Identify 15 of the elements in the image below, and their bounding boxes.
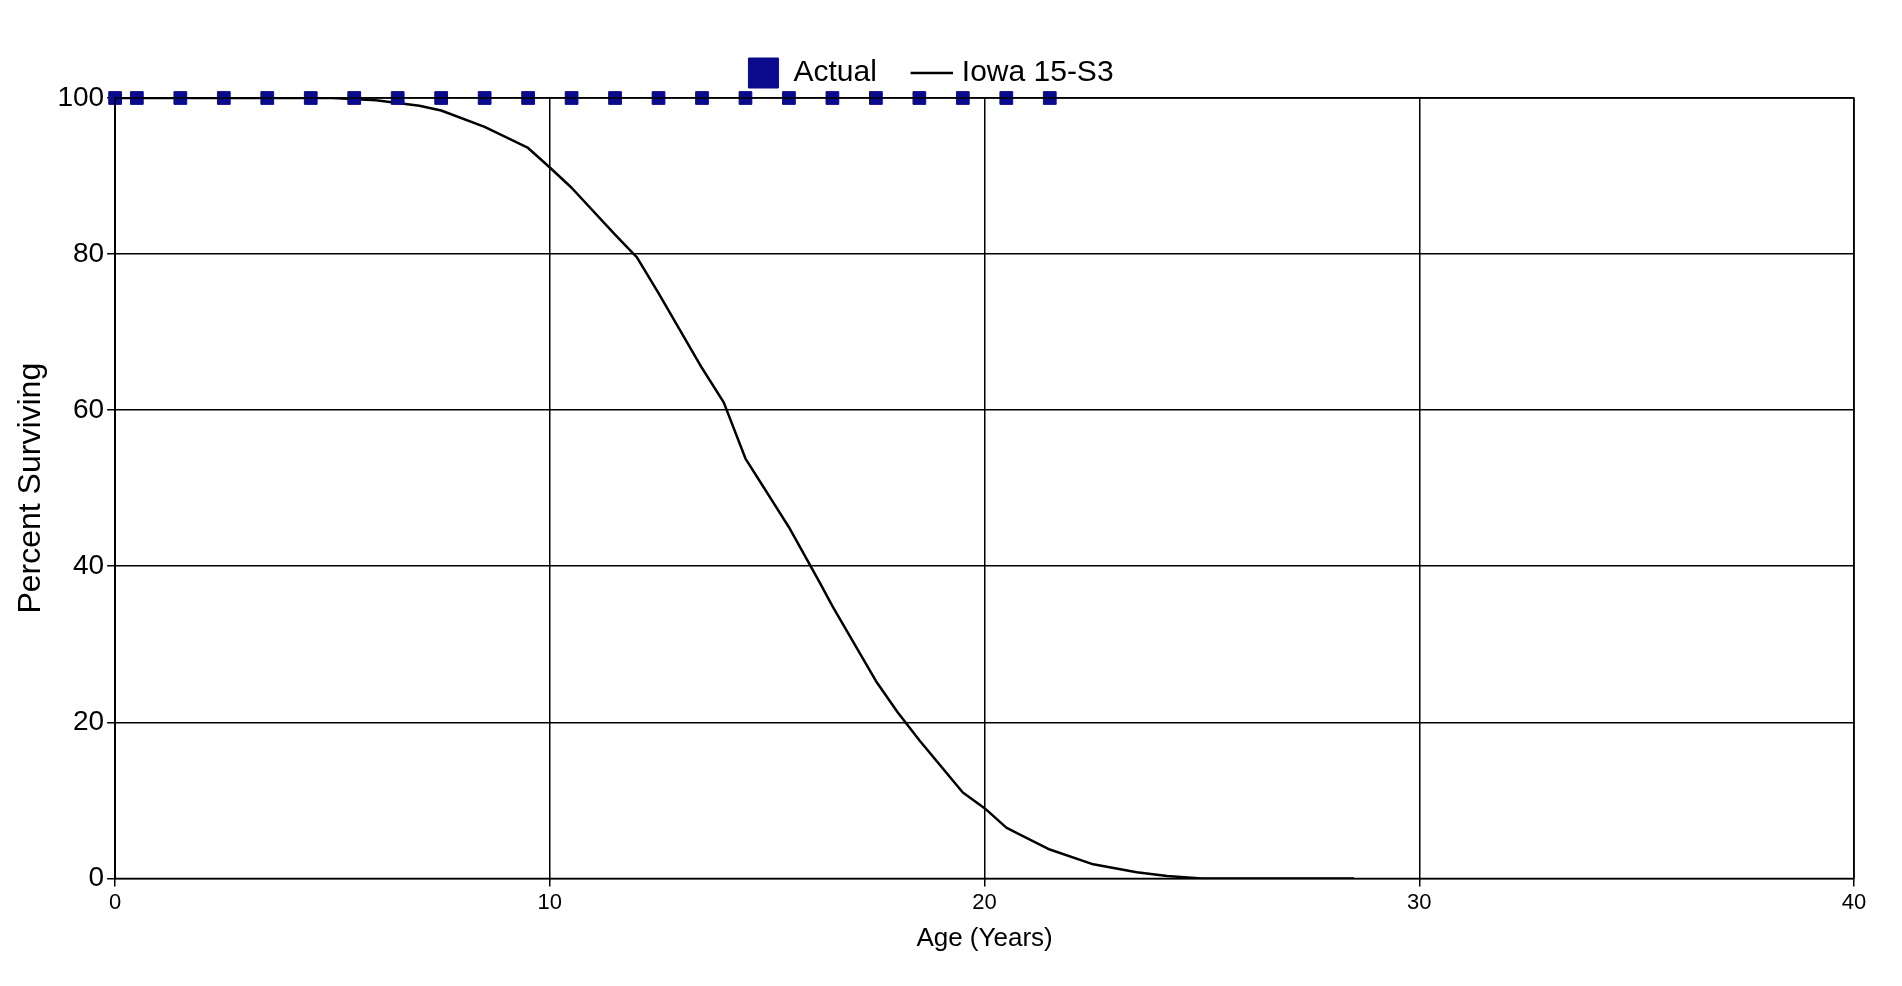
y-tick-label: 0 bbox=[88, 861, 105, 893]
y-tick-label: 40 bbox=[72, 548, 105, 580]
x-tick-label: 40 bbox=[1841, 888, 1867, 914]
y-tick-label: 60 bbox=[72, 392, 105, 424]
x-tick-label: 0 bbox=[108, 888, 122, 914]
legend-label: Iowa 15-S3 bbox=[961, 54, 1114, 88]
x-tick-label: 30 bbox=[1407, 888, 1432, 914]
x-axis-title: Age (Years) bbox=[916, 921, 1053, 952]
y-tick-label: 80 bbox=[72, 236, 105, 268]
y-tick-label: 20 bbox=[72, 705, 105, 737]
legend-label: Actual bbox=[793, 54, 877, 88]
y-axis-title: Percent Surviving bbox=[11, 362, 48, 614]
x-tick-label: 20 bbox=[972, 888, 997, 914]
x-tick-label: 10 bbox=[537, 888, 563, 914]
y-tick-label: 100 bbox=[57, 80, 105, 112]
